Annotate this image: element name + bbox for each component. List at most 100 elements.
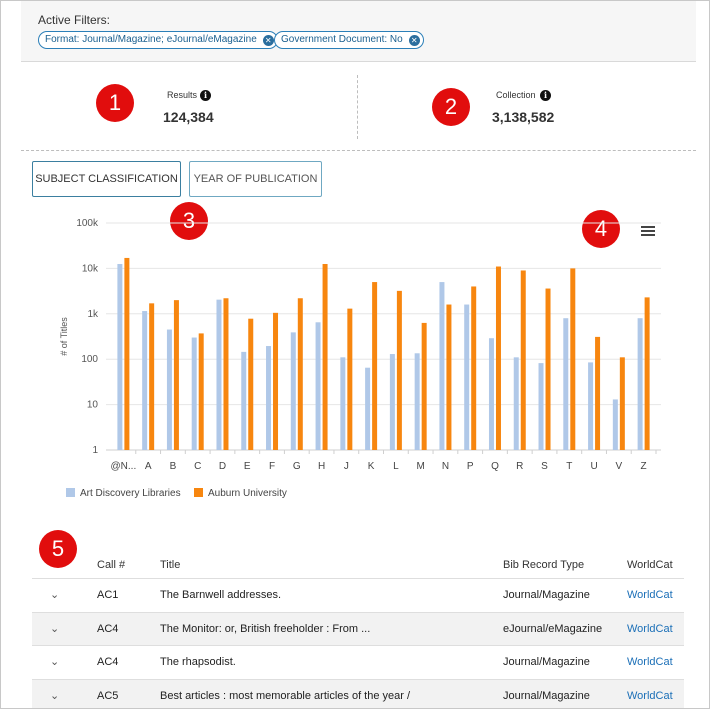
annotation-badge-5: 5 bbox=[39, 530, 77, 568]
y-tick-label: 100k bbox=[76, 218, 99, 229]
x-tick-label: B bbox=[170, 461, 177, 472]
table-row[interactable]: ⌄ AC5 Best articles : most memorable art… bbox=[32, 679, 684, 708]
title-cell: The Monitor: or, British freeholder : Fr… bbox=[160, 623, 371, 635]
bar-auburn-university bbox=[248, 318, 254, 450]
bar-art-discovery-libraries bbox=[266, 346, 272, 450]
column-header-bib-record-type[interactable]: Bib Record Type bbox=[503, 559, 585, 571]
x-tick-label: T bbox=[566, 461, 572, 472]
bar-auburn-university bbox=[273, 312, 279, 450]
info-icon[interactable]: i bbox=[200, 90, 211, 101]
hamburger-menu-icon[interactable] bbox=[641, 226, 655, 240]
bib-record-type-cell: Journal/Magazine bbox=[503, 690, 590, 702]
bar-art-discovery-libraries bbox=[464, 304, 470, 450]
legend-label: Auburn University bbox=[208, 488, 287, 499]
table-row[interactable]: ⌄ AC4 The rhapsodist. Journal/Magazine W… bbox=[32, 645, 684, 678]
column-header-title[interactable]: Title bbox=[160, 559, 181, 571]
worldcat-link[interactable]: WorldCat bbox=[627, 589, 673, 601]
x-tick-label: G bbox=[293, 461, 301, 472]
annotation-badge-4: 4 bbox=[582, 210, 620, 248]
x-tick-label: J bbox=[344, 461, 349, 472]
bar-art-discovery-libraries bbox=[315, 322, 321, 450]
x-tick-label: P bbox=[467, 461, 474, 472]
column-header-call-number[interactable]: Call # bbox=[97, 559, 126, 571]
results-label: Results bbox=[167, 90, 198, 100]
x-tick-label: C bbox=[194, 461, 201, 472]
filter-chip-format-text: Format: Journal/Magazine; eJournal/eMaga… bbox=[45, 34, 257, 45]
x-tick-label: M bbox=[416, 461, 424, 472]
column-header-worldcat[interactable]: WorldCat bbox=[627, 559, 673, 571]
stats-divider bbox=[357, 75, 358, 139]
bar-auburn-university bbox=[173, 300, 179, 450]
bar-art-discovery-libraries bbox=[117, 264, 123, 450]
bib-record-type-cell: Journal/Magazine bbox=[503, 656, 590, 668]
bar-auburn-university bbox=[520, 270, 526, 450]
bar-auburn-university bbox=[124, 257, 130, 450]
x-tick-label: E bbox=[244, 461, 251, 472]
chevron-down-icon[interactable]: ⌄ bbox=[50, 656, 60, 668]
close-icon[interactable]: ✕ bbox=[262, 35, 274, 46]
x-tick-label: A bbox=[145, 461, 152, 472]
active-filters-panel: Active Filters: Format: Journal/Magazine… bbox=[21, 1, 696, 62]
collection-value: 3,138,582 bbox=[492, 109, 555, 125]
call-number-cell: AC4 bbox=[97, 656, 119, 668]
bib-record-type-cell: Journal/Magazine bbox=[503, 589, 590, 601]
bar-art-discovery-libraries bbox=[414, 353, 420, 450]
bar-auburn-university bbox=[471, 286, 477, 450]
legend-label: Art Discovery Libraries bbox=[80, 488, 181, 499]
tab-subject-classification[interactable]: SUBJECT CLASSIFICATION bbox=[32, 161, 181, 197]
x-tick-label: L bbox=[393, 461, 399, 472]
bar-art-discovery-libraries bbox=[142, 311, 148, 450]
x-tick-label: N bbox=[442, 461, 449, 472]
x-tick-label: F bbox=[269, 461, 275, 472]
results-value: 124,384 bbox=[163, 109, 214, 125]
y-tick-label: 1 bbox=[92, 445, 98, 456]
bar-art-discovery-libraries bbox=[241, 351, 247, 450]
bar-auburn-university bbox=[223, 298, 229, 450]
legend-swatch bbox=[66, 488, 75, 497]
summary-stats: Results i 124,384 Collection i 3,138,582 bbox=[21, 63, 696, 151]
bar-art-discovery-libraries bbox=[216, 299, 222, 450]
bar-art-discovery-libraries bbox=[563, 318, 569, 450]
table-row[interactable]: ⌄ AC1 The Barnwell addresses. Journal/Ma… bbox=[32, 578, 684, 611]
close-icon[interactable]: ✕ bbox=[408, 35, 420, 46]
bar-art-discovery-libraries bbox=[538, 363, 544, 450]
filter-chip-format[interactable]: Format: Journal/Magazine; eJournal/eMaga… bbox=[38, 31, 278, 49]
bar-auburn-university bbox=[396, 290, 402, 450]
table-row[interactable]: ⌄ AC4 The Monitor: or, British freeholde… bbox=[32, 612, 684, 645]
filter-chip-government-document-text: Government Document: No bbox=[281, 34, 403, 45]
bar-auburn-university bbox=[347, 308, 353, 450]
chevron-down-icon[interactable]: ⌄ bbox=[50, 589, 60, 601]
tab-year-of-publication[interactable]: YEAR OF PUBLICATION bbox=[189, 161, 322, 197]
worldcat-link[interactable]: WorldCat bbox=[627, 623, 673, 635]
bar-art-discovery-libraries bbox=[340, 357, 346, 450]
bar-art-discovery-libraries bbox=[290, 332, 296, 450]
bar-art-discovery-libraries bbox=[513, 357, 519, 450]
chevron-down-icon[interactable]: ⌄ bbox=[50, 623, 60, 635]
x-tick-label: Z bbox=[641, 461, 647, 472]
worldcat-link[interactable]: WorldCat bbox=[627, 656, 673, 668]
bar-auburn-university bbox=[595, 336, 601, 450]
bar-auburn-university bbox=[644, 297, 650, 450]
bar-art-discovery-libraries bbox=[439, 282, 445, 450]
x-tick-label: D bbox=[219, 461, 226, 472]
legend-swatch bbox=[194, 488, 203, 497]
call-number-cell: AC5 bbox=[97, 690, 119, 702]
info-icon[interactable]: i bbox=[540, 90, 551, 101]
bar-art-discovery-libraries bbox=[612, 399, 618, 450]
active-filters-label: Active Filters: bbox=[38, 13, 111, 27]
annotation-badge-3: 3 bbox=[170, 202, 208, 240]
chevron-down-icon[interactable]: ⌄ bbox=[50, 690, 60, 702]
x-tick-label: S bbox=[541, 461, 548, 472]
filter-chip-government-document[interactable]: Government Document: No ✕ bbox=[274, 31, 424, 49]
bar-art-discovery-libraries bbox=[365, 367, 371, 450]
worldcat-link[interactable]: WorldCat bbox=[627, 690, 673, 702]
bar-art-discovery-libraries bbox=[191, 337, 197, 450]
x-tick-label: H bbox=[318, 461, 325, 472]
bar-art-discovery-libraries bbox=[389, 354, 395, 450]
subject-classification-chart: 1 10 100 1k 10k 100k # of Titles @N... A B C D E F G H J… bbox=[59, 218, 661, 499]
title-cell: The Barnwell addresses. bbox=[160, 589, 282, 601]
x-tick-label: Q bbox=[491, 461, 499, 472]
bar-auburn-university bbox=[446, 304, 452, 450]
collection-label: Collection bbox=[496, 90, 536, 100]
